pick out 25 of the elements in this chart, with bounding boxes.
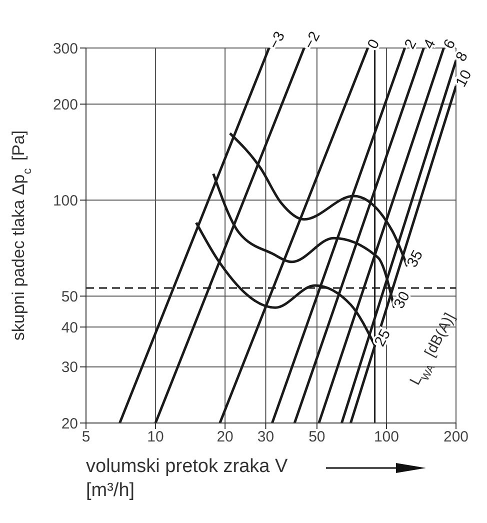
text: 6 — [440, 36, 460, 52]
text: −3 — [266, 28, 289, 52]
y-tick-label: 40 — [61, 319, 78, 336]
text: 2 — [401, 36, 420, 52]
text: 10 — [452, 67, 476, 90]
text: 8 — [452, 49, 472, 64]
y-tick-label: 20 — [61, 415, 78, 432]
x-tick-label: 30 — [257, 428, 274, 446]
x-tick-label: 100 — [374, 428, 399, 446]
x-tick-label: 10 — [147, 428, 164, 446]
x-axis-title: volumski pretok zraka V [m³/h] — [86, 455, 289, 503]
x-tick-label: 200 — [443, 428, 469, 446]
y-tick-label: 200 — [52, 96, 78, 114]
x-tick-label: 5 — [82, 428, 90, 446]
y-tick-label: 30 — [61, 359, 78, 376]
text: −2 — [300, 28, 324, 52]
y-tick-label: 100 — [52, 192, 78, 210]
x-tick-label: 50 — [308, 428, 326, 446]
x-tick-label: 20 — [216, 428, 234, 446]
text: 35 — [404, 247, 427, 270]
text: 30 — [390, 288, 414, 312]
y-tick-label: 50 — [61, 288, 78, 306]
text: 0 — [364, 36, 384, 52]
y-tick-label: 300 — [52, 40, 78, 58]
text: 4 — [420, 36, 440, 52]
